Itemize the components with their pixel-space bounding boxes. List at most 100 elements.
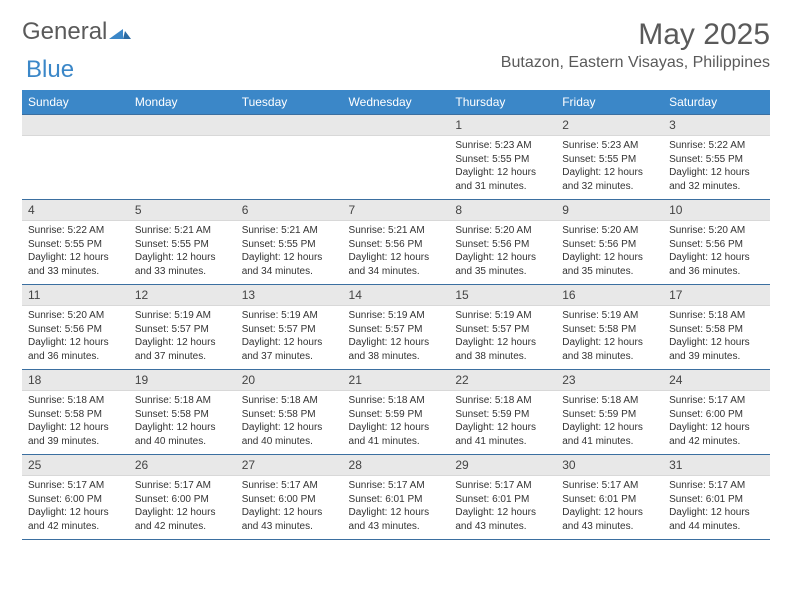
detail-line: Sunrise: 5:19 AM: [135, 309, 230, 323]
day-number: 20: [236, 370, 343, 391]
detail-line: and 40 minutes.: [242, 435, 337, 449]
detail-line: and 37 minutes.: [242, 350, 337, 364]
day-details: Sunrise: 5:21 AMSunset: 5:55 PMDaylight:…: [236, 221, 343, 284]
detail-line: Sunset: 5:57 PM: [349, 323, 444, 337]
detail-line: Sunrise: 5:17 AM: [242, 479, 337, 493]
brand-logo: General: [22, 18, 131, 46]
calendar-cell: 5Sunrise: 5:21 AMSunset: 5:55 PMDaylight…: [129, 200, 236, 285]
day-number: 25: [22, 455, 129, 476]
day-number: 24: [663, 370, 770, 391]
calendar-cell: 6Sunrise: 5:21 AMSunset: 5:55 PMDaylight…: [236, 200, 343, 285]
detail-line: Sunset: 5:58 PM: [669, 323, 764, 337]
detail-line: Daylight: 12 hours: [669, 506, 764, 520]
day-details: Sunrise: 5:18 AMSunset: 5:59 PMDaylight:…: [449, 391, 556, 454]
weekday-mon: Monday: [129, 90, 236, 115]
calendar-cell: 22Sunrise: 5:18 AMSunset: 5:59 PMDayligh…: [449, 370, 556, 455]
bottom-border: [22, 539, 770, 540]
detail-line: Sunrise: 5:18 AM: [562, 394, 657, 408]
detail-line: Sunrise: 5:17 AM: [455, 479, 550, 493]
calendar-cell: 23Sunrise: 5:18 AMSunset: 5:59 PMDayligh…: [556, 370, 663, 455]
detail-line: and 38 minutes.: [562, 350, 657, 364]
detail-line: and 34 minutes.: [242, 265, 337, 279]
calendar-cell: 13Sunrise: 5:19 AMSunset: 5:57 PMDayligh…: [236, 285, 343, 370]
detail-line: Sunset: 5:56 PM: [669, 238, 764, 252]
day-details: Sunrise: 5:17 AMSunset: 6:00 PMDaylight:…: [22, 476, 129, 539]
detail-line: and 43 minutes.: [349, 520, 444, 534]
calendar-cell: [22, 115, 129, 200]
detail-line: Sunset: 5:56 PM: [28, 323, 123, 337]
calendar-week-row: 18 Sunrise: 5:18 AMSunset: 5:58 PMDayligh…: [22, 370, 770, 455]
detail-line: Sunrise: 5:17 AM: [669, 479, 764, 493]
day-details: Sunrise: 5:19 AMSunset: 5:57 PMDaylight:…: [449, 306, 556, 369]
detail-line: Daylight: 12 hours: [562, 166, 657, 180]
detail-line: and 36 minutes.: [28, 350, 123, 364]
day-number: 29: [449, 455, 556, 476]
day-number: 30: [556, 455, 663, 476]
detail-line: Daylight: 12 hours: [669, 166, 764, 180]
detail-line: Sunrise: 5:17 AM: [562, 479, 657, 493]
title-block: May 2025 Butazon, Eastern Visayas, Phili…: [501, 18, 770, 72]
weekday-sun: Sunday: [22, 90, 129, 115]
detail-line: Sunrise: 5:18 AM: [669, 309, 764, 323]
detail-line: Daylight: 12 hours: [135, 336, 230, 350]
day-details: Sunrise: 5:19 AMSunset: 5:57 PMDaylight:…: [343, 306, 450, 369]
detail-line: and 42 minutes.: [669, 435, 764, 449]
calendar-cell: 10Sunrise: 5:20 AMSunset: 5:56 PMDayligh…: [663, 200, 770, 285]
day-details: Sunrise: 5:17 AMSunset: 6:01 PMDaylight:…: [343, 476, 450, 539]
day-number: 26: [129, 455, 236, 476]
calendar-cell: 19Sunrise: 5:18 AMSunset: 5:58 PMDayligh…: [129, 370, 236, 455]
day-details: Sunrise: 5:23 AMSunset: 5:55 PMDaylight:…: [449, 136, 556, 199]
detail-line: Sunset: 5:56 PM: [455, 238, 550, 252]
day-details: Sunrise: 5:19 AMSunset: 5:57 PMDaylight:…: [236, 306, 343, 369]
detail-line: Daylight: 12 hours: [455, 166, 550, 180]
detail-line: Daylight: 12 hours: [28, 251, 123, 265]
calendar-cell: 1Sunrise: 5:23 AMSunset: 5:55 PMDaylight…: [449, 115, 556, 200]
detail-line: Daylight: 12 hours: [242, 251, 337, 265]
calendar-week-row: 25Sunrise: 5:17 AMSunset: 6:00 PMDayligh…: [22, 455, 770, 540]
detail-line: and 31 minutes.: [455, 180, 550, 194]
weekday-tue: Tuesday: [236, 90, 343, 115]
detail-line: and 38 minutes.: [455, 350, 550, 364]
detail-line: and 35 minutes.: [455, 265, 550, 279]
detail-line: Daylight: 12 hours: [28, 336, 123, 350]
calendar-cell: 11Sunrise: 5:20 AMSunset: 5:56 PMDayligh…: [22, 285, 129, 370]
detail-line: and 39 minutes.: [28, 435, 123, 449]
day-details: Sunrise: 5:18 AMSunset: 5:58 PMDaylight:…: [236, 391, 343, 454]
calendar-cell: 20Sunrise: 5:18 AMSunset: 5:58 PMDayligh…: [236, 370, 343, 455]
day-number: 22: [449, 370, 556, 391]
detail-line: Sunset: 5:55 PM: [669, 153, 764, 167]
detail-line: Sunset: 6:00 PM: [28, 493, 123, 507]
calendar-cell: 21Sunrise: 5:18 AMSunset: 5:59 PMDayligh…: [343, 370, 450, 455]
day-number: 18: [22, 370, 129, 391]
detail-line: and 38 minutes.: [349, 350, 444, 364]
day-number: [236, 115, 343, 136]
day-details: Sunrise: 5:18 AMSunset: 5:58 PMDaylight:…: [663, 306, 770, 369]
detail-line: Daylight: 12 hours: [135, 421, 230, 435]
detail-line: Sunrise: 5:19 AM: [455, 309, 550, 323]
detail-line: Daylight: 12 hours: [455, 421, 550, 435]
day-number: 12: [129, 285, 236, 306]
calendar-cell: 25Sunrise: 5:17 AMSunset: 6:00 PMDayligh…: [22, 455, 129, 540]
detail-line: and 41 minutes.: [562, 435, 657, 449]
detail-line: Daylight: 12 hours: [135, 506, 230, 520]
detail-line: and 44 minutes.: [669, 520, 764, 534]
day-number: 19: [129, 370, 236, 391]
detail-line: and 32 minutes.: [669, 180, 764, 194]
detail-line: Sunset: 5:57 PM: [242, 323, 337, 337]
detail-line: Sunrise: 5:20 AM: [455, 224, 550, 238]
detail-line: Daylight: 12 hours: [242, 506, 337, 520]
day-number: 4: [22, 200, 129, 221]
day-details: Sunrise: 5:20 AMSunset: 5:56 PMDaylight:…: [22, 306, 129, 369]
detail-line: Sunset: 5:55 PM: [135, 238, 230, 252]
day-details: Sunrise: 5:17 AMSunset: 6:01 PMDaylight:…: [663, 476, 770, 539]
detail-line: Sunset: 5:59 PM: [562, 408, 657, 422]
day-number: 13: [236, 285, 343, 306]
day-number: 7: [343, 200, 450, 221]
day-number: 28: [343, 455, 450, 476]
location-text: Butazon, Eastern Visayas, Philippines: [501, 54, 770, 72]
day-number: 15: [449, 285, 556, 306]
day-number: 31: [663, 455, 770, 476]
calendar-cell: 15Sunrise: 5:19 AMSunset: 5:57 PMDayligh…: [449, 285, 556, 370]
detail-line: Sunset: 6:00 PM: [242, 493, 337, 507]
detail-line: Daylight: 12 hours: [669, 251, 764, 265]
